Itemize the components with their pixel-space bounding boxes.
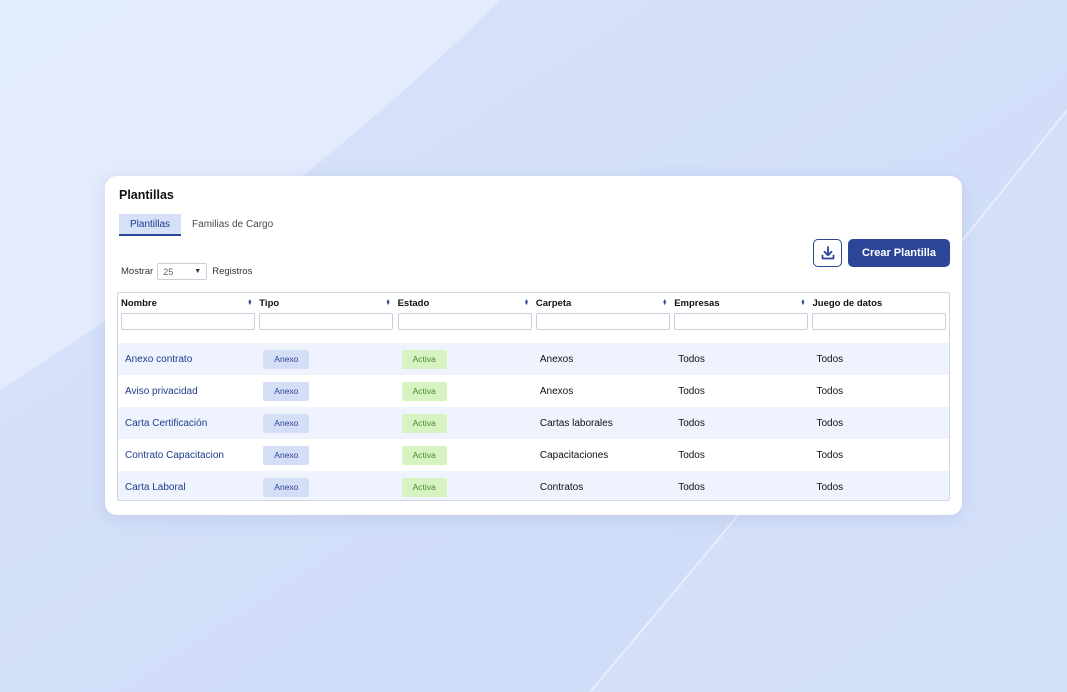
companies-cell: Todos	[678, 385, 705, 397]
filter-input-estado[interactable]	[397, 313, 532, 330]
table-row: Contrato Capacitacion Anexo Activa Capac…	[118, 439, 949, 471]
filter-input-nombre[interactable]	[121, 313, 255, 330]
folder-cell: Cartas laborales	[539, 417, 613, 429]
page-size-select[interactable]: 25 ▼	[157, 263, 208, 280]
table-row: Carta Certificación Anexo Activa Cartas …	[118, 407, 949, 439]
sort-icon: ▲ ▼	[247, 298, 253, 307]
column-header-nombre[interactable]: Nombre ▲ ▼	[118, 298, 256, 309]
type-badge: Anexo	[263, 381, 310, 401]
chevron-down-icon: ▼	[194, 268, 202, 275]
type-badge: Anexo	[263, 413, 310, 433]
show-label: Mostrar	[121, 266, 154, 277]
type-badge: Anexo	[263, 477, 310, 497]
tab-familias-de-cargo[interactable]: Familias de Cargo	[192, 219, 274, 230]
column-header-juego-de-datos[interactable]: Juego de datos	[809, 298, 947, 309]
folder-cell: Anexos	[539, 353, 574, 365]
folder-cell: Capacitaciones	[539, 449, 609, 461]
column-header-carpeta[interactable]: Carpeta ▲ ▼	[533, 298, 671, 309]
filter-input-tipo[interactable]	[259, 313, 394, 330]
column-label: Nombre	[121, 297, 157, 309]
companies-cell: Todos	[678, 481, 705, 493]
column-header-empresas[interactable]: Empresas ▲ ▼	[671, 298, 809, 309]
column-label: Carpeta	[535, 297, 572, 309]
sort-icon: ▲ ▼	[385, 298, 391, 307]
companies-cell: Todos	[678, 417, 705, 429]
status-badge: Activa	[401, 413, 447, 433]
status-badge: Activa	[401, 349, 447, 369]
page-title: Plantillas	[119, 188, 174, 202]
template-name-link[interactable]: Carta Laboral	[125, 481, 186, 493]
dataset-cell: Todos	[816, 449, 844, 461]
page-size-value: 25	[163, 266, 174, 277]
template-name-link[interactable]: Aviso privacidad	[125, 385, 198, 397]
table-body: Anexo contrato Anexo Activa Anexos Todos…	[118, 343, 949, 500]
dataset-cell: Todos	[816, 353, 844, 365]
table-row: Carta Laboral Anexo Activa Contratos Tod…	[118, 471, 949, 500]
column-label: Estado	[397, 297, 430, 309]
column-label: Empresas	[674, 297, 720, 309]
status-badge: Activa	[401, 381, 447, 401]
type-badge: Anexo	[263, 349, 310, 369]
folder-cell: Contratos	[539, 481, 584, 493]
tab-bar: Plantillas Familias de Cargo	[119, 214, 284, 236]
template-name-link[interactable]: Carta Certificación	[125, 417, 208, 429]
template-name-link[interactable]: Anexo contrato	[125, 353, 193, 365]
table-row: Aviso privacidad Anexo Activa Anexos Tod…	[118, 375, 949, 407]
create-template-button[interactable]: Crear Plantilla	[848, 239, 950, 267]
column-label: Juego de datos	[812, 297, 883, 309]
status-badge: Activa	[401, 445, 447, 465]
templates-card: Plantillas Plantillas Familias de Cargo …	[105, 176, 962, 515]
page-size-control: Mostrar 25 ▼ Registros	[121, 263, 252, 280]
column-header-estado[interactable]: Estado ▲ ▼	[395, 298, 533, 309]
sort-icon: ▲ ▼	[662, 298, 668, 307]
filter-input-carpeta[interactable]	[535, 313, 670, 330]
tab-plantillas[interactable]: Plantillas	[119, 214, 182, 236]
companies-cell: Todos	[678, 353, 705, 365]
dataset-cell: Todos	[816, 417, 844, 429]
folder-cell: Anexos	[539, 385, 574, 397]
table-header: Nombre ▲ ▼ Tipo ▲ ▼ Estado ▲ ▼ Carpeta ▲ ▼ Empre…	[118, 293, 949, 313]
table-row: Anexo contrato Anexo Activa Anexos Todos…	[118, 343, 949, 375]
download-button[interactable]	[813, 239, 842, 267]
status-badge: Activa	[401, 477, 447, 497]
sort-icon: ▲ ▼	[523, 298, 529, 307]
records-label: Registros	[212, 266, 253, 277]
dataset-cell: Todos	[816, 385, 844, 397]
dataset-cell: Todos	[816, 481, 844, 493]
filter-input-empresas[interactable]	[674, 313, 809, 330]
column-header-tipo[interactable]: Tipo ▲ ▼	[256, 298, 394, 309]
download-icon	[821, 246, 834, 260]
column-label: Tipo	[259, 297, 280, 309]
filter-input-juego-de-datos[interactable]	[812, 313, 947, 330]
filter-row	[118, 313, 949, 339]
companies-cell: Todos	[678, 449, 705, 461]
type-badge: Anexo	[263, 445, 310, 465]
templates-table: Nombre ▲ ▼ Tipo ▲ ▼ Estado ▲ ▼ Carpeta ▲ ▼ Empre…	[117, 292, 950, 501]
template-name-link[interactable]: Contrato Capacitacion	[125, 449, 224, 461]
sort-icon: ▲ ▼	[800, 298, 806, 307]
